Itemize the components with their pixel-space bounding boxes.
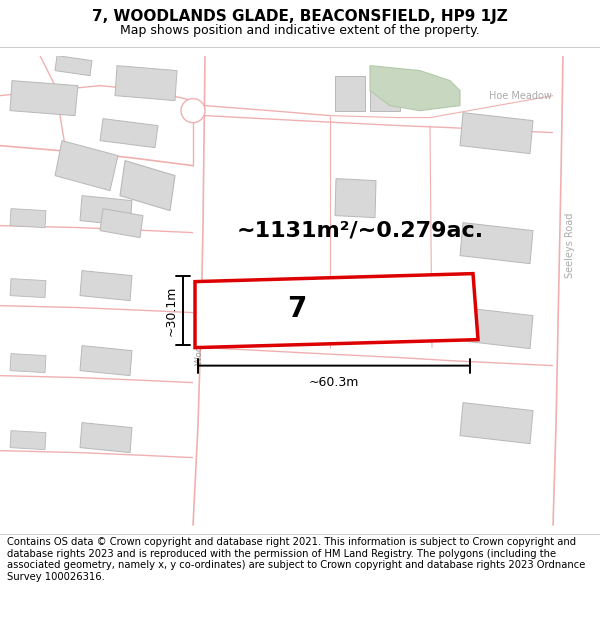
Circle shape: [181, 99, 205, 122]
Polygon shape: [370, 81, 400, 111]
Polygon shape: [460, 308, 533, 349]
Polygon shape: [10, 279, 46, 298]
Polygon shape: [460, 222, 533, 264]
Polygon shape: [335, 179, 376, 217]
Text: Seeleys Road: Seeleys Road: [565, 213, 575, 278]
Polygon shape: [10, 209, 46, 227]
Text: 7, WOODLANDS GLADE, BEACONSFIELD, HP9 1JZ: 7, WOODLANDS GLADE, BEACONSFIELD, HP9 1J…: [92, 9, 508, 24]
Polygon shape: [460, 112, 533, 154]
Polygon shape: [335, 76, 365, 111]
Polygon shape: [80, 422, 132, 452]
Polygon shape: [80, 346, 132, 376]
Polygon shape: [10, 431, 46, 449]
Polygon shape: [80, 271, 132, 301]
Polygon shape: [100, 209, 143, 238]
Text: ~30.1m: ~30.1m: [165, 286, 178, 336]
Polygon shape: [10, 354, 46, 372]
Polygon shape: [370, 66, 460, 111]
Text: ~60.3m: ~60.3m: [309, 376, 359, 389]
Text: Woodlands Glade: Woodlands Glade: [194, 286, 203, 365]
Polygon shape: [115, 66, 177, 101]
Polygon shape: [80, 196, 132, 226]
Polygon shape: [460, 402, 533, 444]
Polygon shape: [120, 161, 175, 211]
Text: 7: 7: [287, 294, 306, 322]
Text: Contains OS data © Crown copyright and database right 2021. This information is : Contains OS data © Crown copyright and d…: [7, 537, 586, 582]
Text: ~1131m²/~0.279ac.: ~1131m²/~0.279ac.: [236, 221, 484, 241]
Text: Map shows position and indicative extent of the property.: Map shows position and indicative extent…: [120, 24, 480, 36]
Polygon shape: [195, 274, 478, 348]
Polygon shape: [10, 81, 78, 116]
Polygon shape: [100, 119, 158, 148]
Text: Hoe Meadow: Hoe Meadow: [488, 91, 551, 101]
Polygon shape: [340, 299, 381, 338]
Polygon shape: [55, 56, 92, 76]
Polygon shape: [55, 141, 118, 191]
